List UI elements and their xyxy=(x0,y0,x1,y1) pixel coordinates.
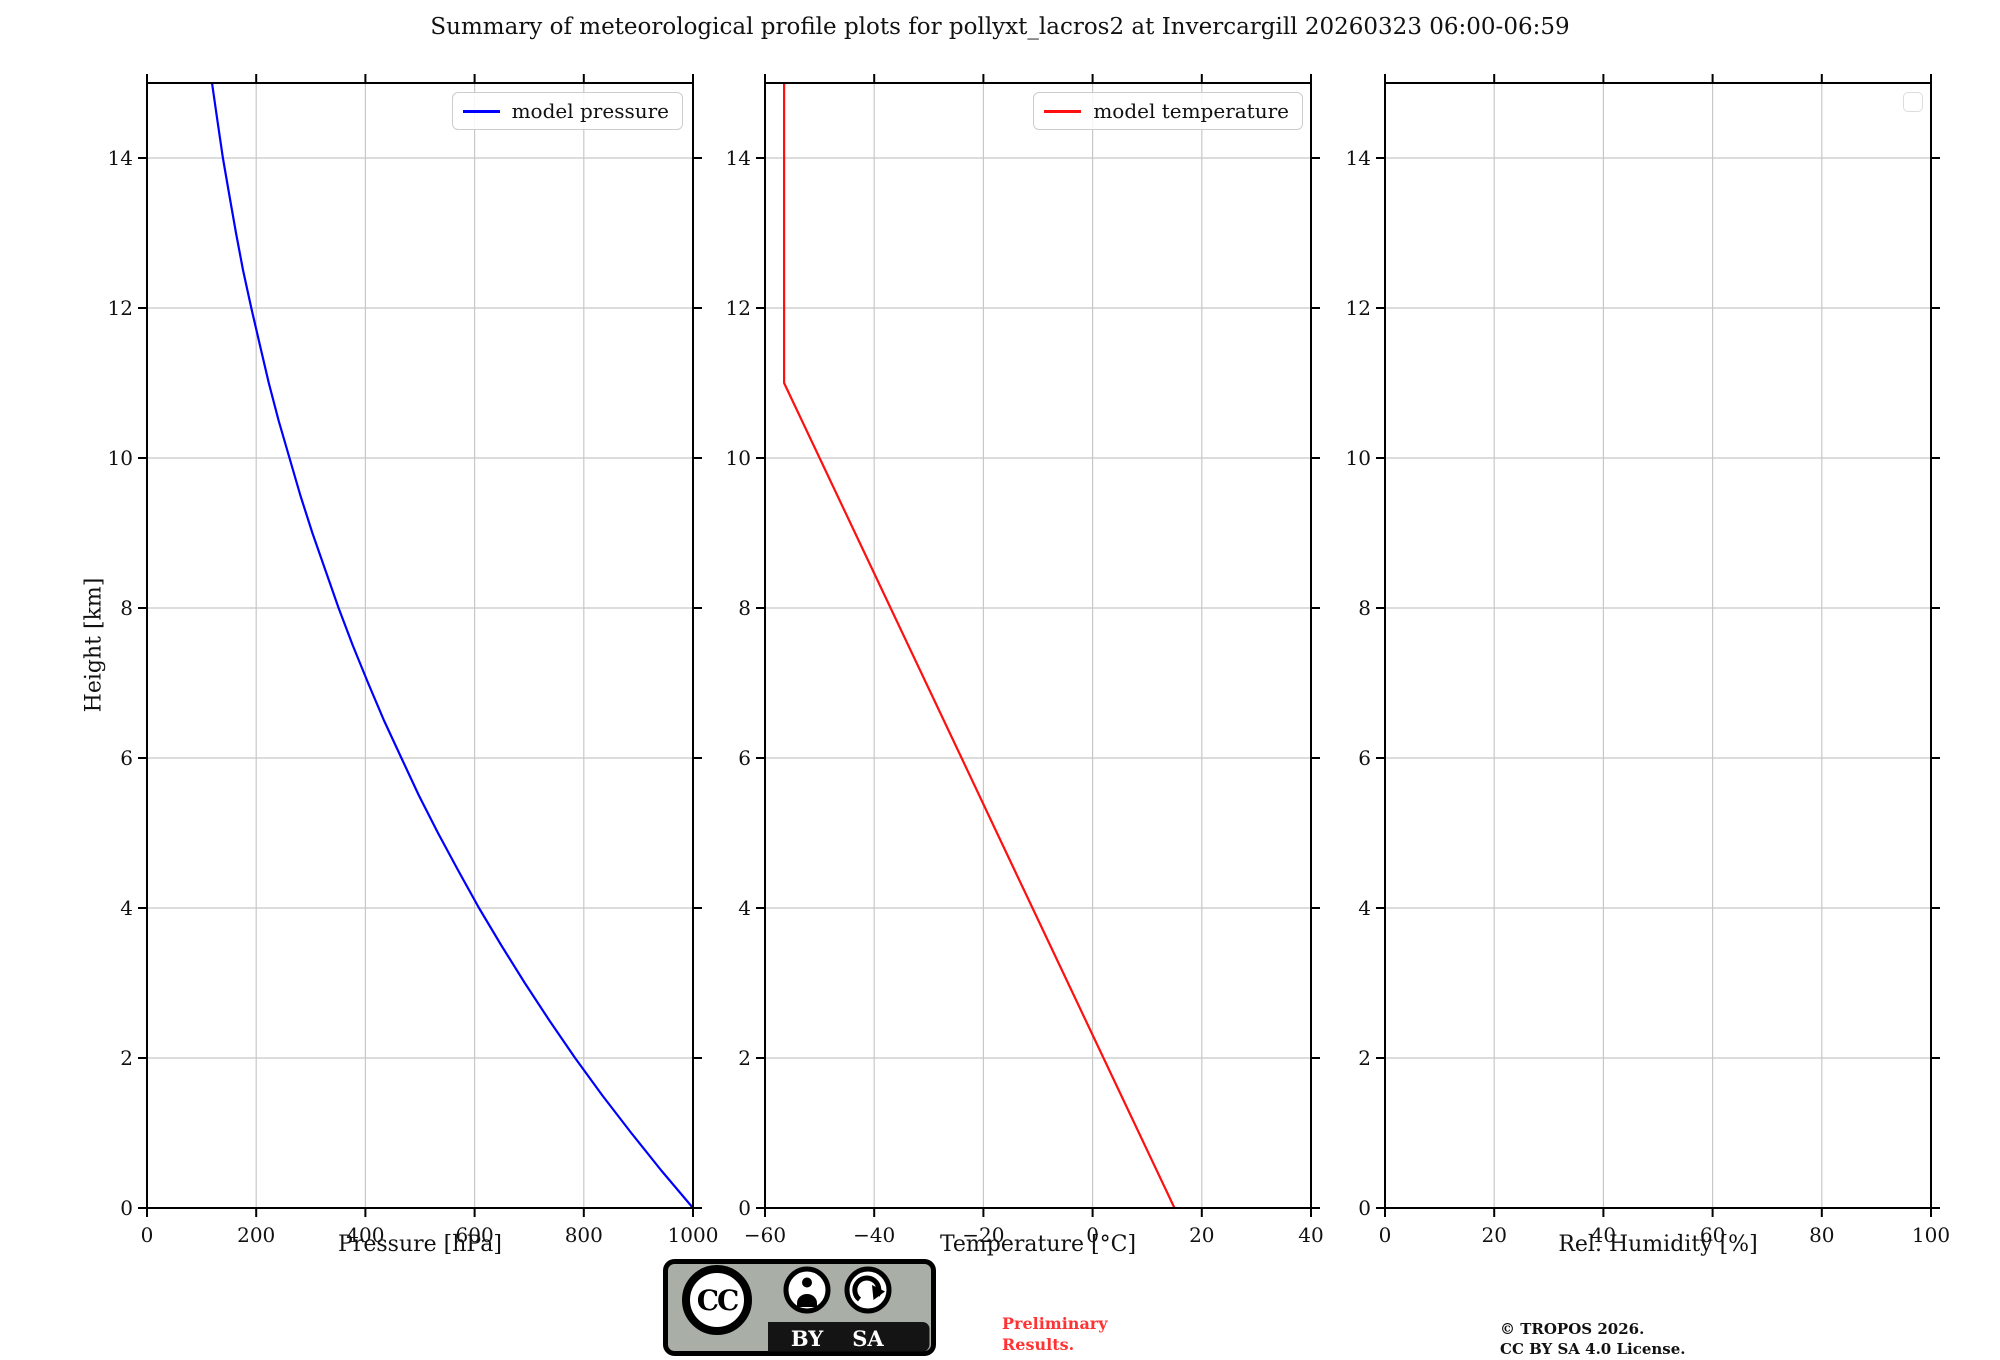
svg-text:4: 4 xyxy=(120,896,133,920)
svg-text:−40: −40 xyxy=(853,1223,895,1247)
x-axis-label-temperature: Temperature [°C] xyxy=(939,1232,1137,1257)
svg-text:6: 6 xyxy=(1358,746,1371,770)
x-axis-label-pressure: Pressure [hPa] xyxy=(338,1232,502,1257)
svg-text:200: 200 xyxy=(237,1223,275,1247)
svg-text:2: 2 xyxy=(120,1046,133,1070)
svg-text:80: 80 xyxy=(1809,1223,1834,1247)
svg-text:4: 4 xyxy=(1358,896,1371,920)
y-axis-label: Height [km] xyxy=(81,577,107,713)
svg-text:4: 4 xyxy=(738,896,751,920)
svg-text:0: 0 xyxy=(1086,1223,1099,1247)
legend-pressure: model pressure xyxy=(451,92,683,130)
badge-sa-text: SA xyxy=(852,1326,884,1351)
legend-temperature: model temperature xyxy=(1033,92,1303,130)
badge-band xyxy=(768,1322,930,1352)
svg-text:0: 0 xyxy=(1379,1223,1392,1247)
svg-text:−60: −60 xyxy=(744,1223,786,1247)
svg-text:0: 0 xyxy=(1358,1196,1371,1220)
figure-title: Summary of meteorological profile plots … xyxy=(430,14,1570,40)
svg-text:100: 100 xyxy=(1912,1223,1950,1247)
svg-text:12: 12 xyxy=(108,296,133,320)
svg-text:8: 8 xyxy=(120,596,133,620)
svg-text:2: 2 xyxy=(738,1046,751,1070)
legend-label-pressure: model pressure xyxy=(511,99,669,123)
svg-text:6: 6 xyxy=(738,746,751,770)
svg-text:14: 14 xyxy=(108,146,133,170)
svg-text:14: 14 xyxy=(726,146,751,170)
svg-text:8: 8 xyxy=(738,596,751,620)
svg-text:800: 800 xyxy=(565,1223,603,1247)
attribution-note: © TROPOS 2026. CC BY SA 4.0 License. xyxy=(1500,1320,1686,1358)
svg-text:12: 12 xyxy=(726,296,751,320)
svg-text:600: 600 xyxy=(456,1223,494,1247)
cc-logo-icon xyxy=(682,1265,752,1335)
svg-text:1000: 1000 xyxy=(668,1223,719,1247)
svg-text:8: 8 xyxy=(1358,596,1371,620)
legend-humidity-empty xyxy=(1903,92,1923,112)
svg-text:10: 10 xyxy=(726,446,751,470)
x-axis-label-humidity: Rel. Humidity [%] xyxy=(1558,1232,1758,1257)
by-person-icon xyxy=(783,1266,831,1314)
legend-line-temperature xyxy=(1044,109,1082,113)
preliminary-results-note: Preliminary Results. xyxy=(1002,1314,1108,1354)
svg-text:10: 10 xyxy=(1346,446,1371,470)
svg-text:60: 60 xyxy=(1700,1223,1725,1247)
cc-by-sa-badge: CC BY SA xyxy=(663,1259,936,1360)
svg-text:0: 0 xyxy=(141,1223,154,1247)
svg-text:20: 20 xyxy=(1189,1223,1214,1247)
svg-text:2: 2 xyxy=(1358,1046,1371,1070)
svg-text:400: 400 xyxy=(346,1223,384,1247)
svg-text:40: 40 xyxy=(1591,1223,1616,1247)
svg-text:0: 0 xyxy=(738,1196,751,1220)
svg-text:20: 20 xyxy=(1481,1223,1506,1247)
svg-text:10: 10 xyxy=(108,446,133,470)
svg-text:40: 40 xyxy=(1298,1223,1323,1247)
legend-label-temperature: model temperature xyxy=(1093,99,1289,123)
svg-text:14: 14 xyxy=(1346,146,1371,170)
svg-text:0: 0 xyxy=(120,1196,133,1220)
svg-text:12: 12 xyxy=(1346,296,1371,320)
svg-text:6: 6 xyxy=(120,746,133,770)
svg-text:−20: −20 xyxy=(962,1223,1004,1247)
cc-logo-text: CC xyxy=(697,1284,738,1317)
legend-line-pressure xyxy=(462,109,500,113)
badge-by-text: BY xyxy=(791,1326,824,1351)
